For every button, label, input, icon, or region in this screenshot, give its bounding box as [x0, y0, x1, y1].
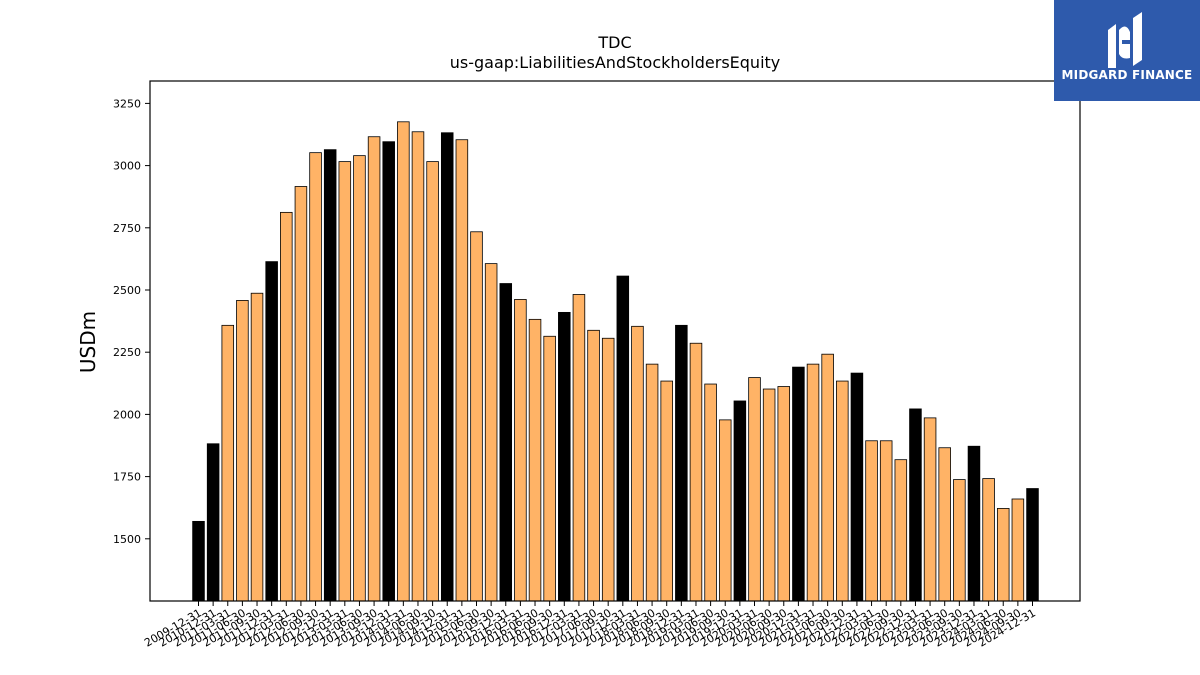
x-ticks-group: 2009-12-312010-12-312011-03-312011-06-30… — [142, 601, 1038, 650]
logo-mark-icon — [1108, 12, 1142, 68]
bar-2017-06-30 — [587, 329, 600, 602]
y-tick-label: 3250 — [113, 97, 141, 110]
bar-2019-09-30 — [718, 419, 732, 602]
bar-2014-06-30 — [411, 131, 425, 602]
bar-2018-12-31 — [675, 324, 688, 602]
y-tick-label: 2250 — [113, 346, 141, 359]
bar-2024-09-30 — [1011, 498, 1025, 602]
bar-2016-12-31 — [558, 311, 571, 602]
bar-2018-06-30 — [645, 363, 659, 602]
bar-2021-06-30 — [821, 353, 834, 602]
bar-2019-06-30 — [704, 383, 717, 602]
bar-2017-03-31 — [572, 294, 586, 602]
y-tick-label: 2000 — [113, 408, 141, 421]
bar-2020-06-30 — [762, 388, 776, 602]
bar-2024-06-30 — [996, 508, 1010, 602]
bar-2012-06-30 — [294, 186, 308, 602]
bar-2016-03-31 — [514, 299, 527, 602]
bar-2023-09-30 — [953, 479, 966, 602]
plot-frame — [149, 80, 1081, 602]
bar-2018-03-31 — [631, 325, 644, 602]
bar-2011-09-30 — [250, 292, 264, 602]
bar-2022-12-31 — [909, 408, 922, 602]
bar-2022-03-31 — [865, 440, 878, 602]
bar-2022-09-30 — [894, 459, 908, 602]
bar-2011-12-31 — [265, 261, 278, 602]
y-tick-label: 1500 — [113, 533, 141, 546]
bar-2021-12-31 — [850, 372, 864, 602]
bar-2016-09-30 — [543, 335, 556, 602]
bar-2019-12-31 — [733, 400, 747, 602]
bar-2010-12-31 — [206, 443, 220, 602]
bar-2016-06-30 — [528, 318, 542, 602]
y-tick-label: 2500 — [113, 284, 141, 297]
bar-2013-06-30 — [353, 155, 366, 602]
bar-2020-09-30 — [777, 386, 791, 602]
bar-2014-03-31 — [397, 121, 410, 602]
y-tick-label: 3000 — [113, 160, 141, 173]
bar-2012-03-31 — [280, 211, 293, 602]
bar-2018-09-30 — [660, 380, 673, 602]
bar-2015-12-31 — [499, 283, 513, 602]
bar-2024-12-31 — [1026, 488, 1039, 602]
bar-2023-03-31 — [923, 417, 937, 602]
logo-text: MIDGARD FINANCE — [1061, 68, 1193, 82]
bar-2019-03-31 — [689, 342, 703, 602]
bar-2013-12-31 — [382, 141, 395, 602]
bar-2015-06-30 — [470, 231, 483, 602]
bar-2009-12-31 — [192, 520, 205, 602]
bar-2014-09-30 — [426, 161, 439, 602]
bar-2011-06-30 — [236, 300, 249, 602]
bar-2022-06-30 — [879, 440, 893, 602]
bars-group — [192, 121, 1039, 602]
bar-2012-12-31 — [323, 149, 337, 602]
bar-2015-09-30 — [484, 263, 498, 602]
bar-2013-09-30 — [367, 136, 381, 602]
chart-subtitle: us-gaap:LiabilitiesAndStockholdersEquity — [450, 53, 781, 72]
y-tick-label: 1750 — [113, 471, 141, 484]
bar-2017-09-30 — [601, 337, 615, 602]
y-axis-label: USDm — [76, 311, 100, 373]
bar-2013-03-31 — [338, 161, 352, 602]
bar-2014-12-31 — [440, 132, 454, 602]
bar-2020-03-31 — [748, 377, 761, 602]
bar-2020-12-31 — [792, 366, 805, 602]
bar-2015-03-31 — [455, 139, 469, 602]
bar-2012-09-30 — [309, 152, 322, 602]
y-ticks-group: 1500 1750 2000 2250 2500 2750 3000 3250 — [113, 97, 150, 546]
bar-2023-06-30 — [938, 447, 951, 602]
chart-title: TDC — [597, 33, 631, 52]
bar-2023-12-31 — [967, 445, 981, 602]
bar-2021-03-31 — [806, 363, 820, 602]
bar-2011-03-31 — [221, 324, 235, 602]
brand-logo: MIDGARD FINANCE — [1054, 0, 1200, 101]
bar-2021-09-30 — [836, 380, 849, 602]
bar-2017-12-31 — [616, 275, 630, 602]
bar-2024-03-31 — [982, 478, 995, 602]
y-tick-label: 2750 — [113, 222, 141, 235]
